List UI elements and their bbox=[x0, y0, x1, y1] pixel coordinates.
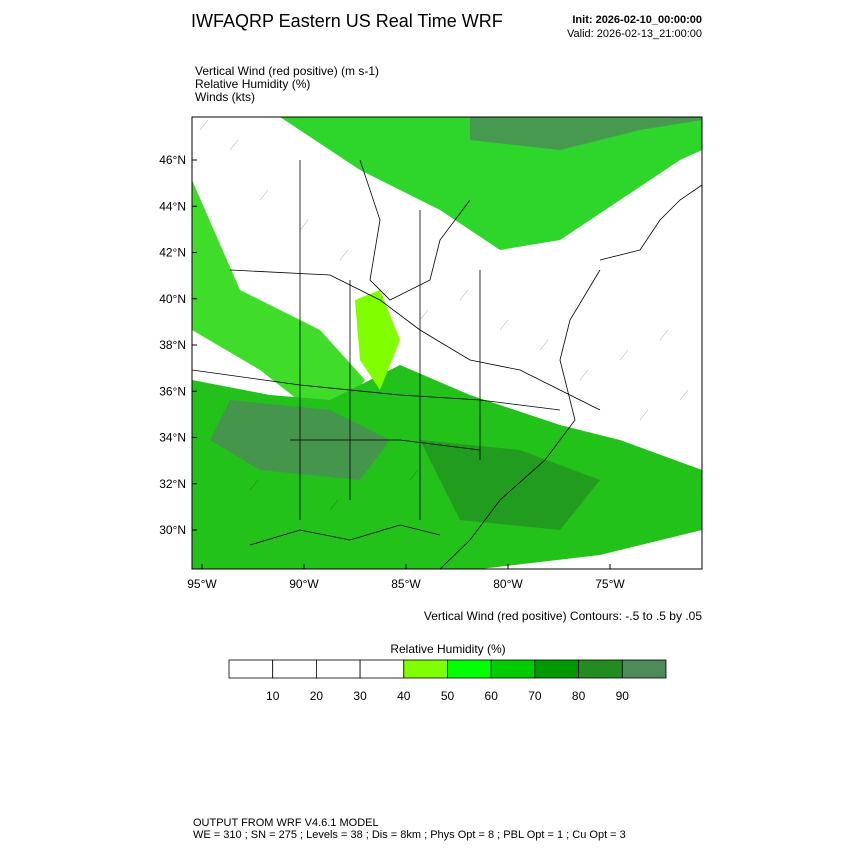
lon-label: 75°W bbox=[595, 577, 625, 591]
colorbar-label: 50 bbox=[441, 689, 455, 703]
lat-label: 30°N bbox=[159, 523, 186, 537]
humidity-area bbox=[420, 440, 600, 530]
lat-label: 46°N bbox=[159, 153, 186, 167]
humidity-area bbox=[280, 117, 702, 250]
colorbar-box bbox=[621, 659, 667, 679]
colorbar-title: Relative Humidity (%) bbox=[390, 642, 505, 656]
wind-barbs bbox=[199, 119, 689, 511]
colorbar-box bbox=[490, 659, 536, 679]
lat-label: 38°N bbox=[159, 338, 186, 352]
colorbar-box bbox=[578, 659, 623, 679]
field-label: Relative Humidity (%) bbox=[195, 77, 310, 91]
colorbar-label: 70 bbox=[528, 689, 542, 703]
colorbar-box bbox=[272, 659, 317, 679]
lon-axis: 95°W 90°W 85°W 80°W 75°W bbox=[187, 564, 625, 591]
lon-label: 85°W bbox=[391, 577, 421, 591]
lat-label: 40°N bbox=[159, 292, 186, 306]
contour-note: Vertical Wind (red positive) Contours: -… bbox=[424, 609, 702, 623]
title: IWFAQRP Eastern US Real Time WRF bbox=[191, 11, 503, 31]
lat-label: 34°N bbox=[159, 431, 186, 445]
lon-label: 90°W bbox=[289, 577, 319, 591]
colorbar-label: 30 bbox=[353, 689, 367, 703]
field-label: Winds (kts) bbox=[195, 90, 255, 104]
init-time: Init: 2026-02-10_00:00:00 bbox=[572, 14, 702, 26]
field-label: Vertical Wind (red positive) (m s-1) bbox=[195, 64, 379, 78]
footer-line: WE = 310 ; SN = 275 ; Levels = 38 ; Dis … bbox=[193, 829, 626, 841]
lat-label: 44°N bbox=[159, 199, 186, 213]
map-frame bbox=[191, 116, 703, 570]
valid-time: Valid: 2026-02-13_21:00:00 bbox=[567, 28, 702, 40]
colorbar-label: 40 bbox=[397, 689, 411, 703]
lon-label: 95°W bbox=[187, 577, 217, 591]
humidity-area bbox=[470, 117, 702, 150]
lat-axis: 46°N 44°N 42°N 40°N 38°N 36°N 34°N 32°N 30°N bbox=[159, 153, 197, 537]
colorbar-label: 10 bbox=[266, 689, 280, 703]
colorbar-box bbox=[534, 659, 580, 679]
colorbar-label: 20 bbox=[310, 689, 324, 703]
colorbar-label: 90 bbox=[616, 689, 630, 703]
lat-label: 36°N bbox=[159, 384, 186, 398]
colorbar-box bbox=[403, 659, 448, 679]
colorbar-label: 80 bbox=[572, 689, 586, 703]
footer-line: OUTPUT FROM WRF V4.6.1 MODEL bbox=[193, 817, 379, 829]
lon-label: 80°W bbox=[493, 577, 523, 591]
boundaries bbox=[192, 159, 702, 569]
colorbar-label: 60 bbox=[485, 689, 499, 703]
map bbox=[192, 117, 702, 569]
humidity-area bbox=[355, 290, 400, 390]
colorbar-box bbox=[359, 659, 405, 679]
colorbar: 10 20 30 40 50 60 70 80 90 bbox=[228, 659, 667, 703]
colorbar-box bbox=[228, 659, 274, 679]
colorbar-box bbox=[315, 659, 361, 679]
lat-label: 32°N bbox=[159, 477, 186, 491]
humidity-area bbox=[192, 180, 365, 425]
field-list: Vertical Wind (red positive) (m s-1)Rela… bbox=[195, 64, 379, 104]
colorbar-box bbox=[447, 659, 492, 679]
lat-label: 42°N bbox=[159, 246, 186, 260]
